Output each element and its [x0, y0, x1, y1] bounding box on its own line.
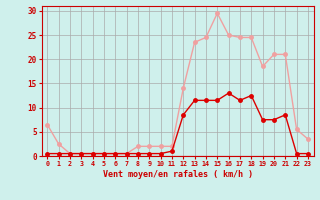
X-axis label: Vent moyen/en rafales ( km/h ): Vent moyen/en rafales ( km/h ): [103, 170, 252, 179]
